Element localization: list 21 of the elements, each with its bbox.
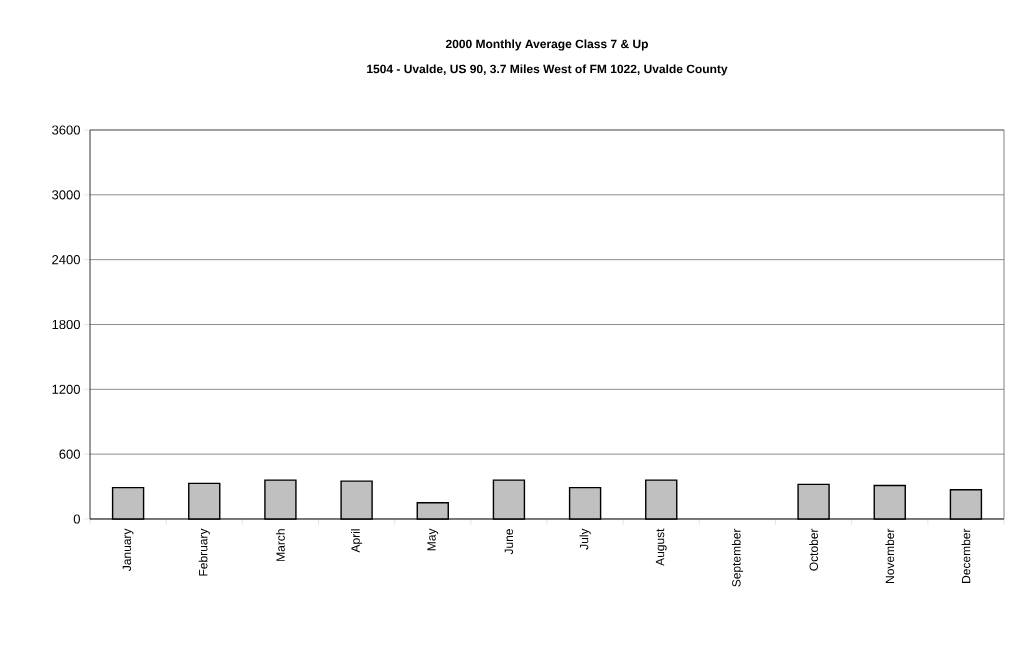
- x-tick-label: April: [351, 529, 363, 553]
- x-tick-label: August: [655, 528, 667, 566]
- y-tick-label: 600: [59, 449, 80, 459]
- y-tick-label: 3600: [52, 125, 80, 135]
- chart-title: 2000 Monthly Average Class 7 & Up: [445, 39, 648, 51]
- x-tick-label: September: [731, 528, 744, 587]
- y-tick-label: 0: [73, 514, 80, 524]
- x-tick-label: November: [885, 528, 895, 583]
- chart-subtitle: 1504 - Uvalde, US 90, 3.7 Miles West of FM 1022, Uvalde County: [367, 64, 728, 76]
- x-tick-label: July: [579, 528, 591, 550]
- y-tick-label: 2400: [52, 255, 80, 265]
- y-tick-label: 1800: [52, 319, 80, 330]
- x-tick-label: October: [809, 528, 818, 571]
- x-tick-label: January: [122, 528, 134, 572]
- y-tick-label: 3000: [52, 190, 80, 200]
- x-tick-label: February: [198, 528, 210, 576]
- x-tick-label: June: [504, 529, 514, 555]
- x-tick-label: December: [961, 528, 971, 583]
- x-tick-label: May: [427, 528, 439, 551]
- y-tick-label: 1200: [52, 384, 80, 394]
- x-tick-label: March: [276, 529, 285, 561]
